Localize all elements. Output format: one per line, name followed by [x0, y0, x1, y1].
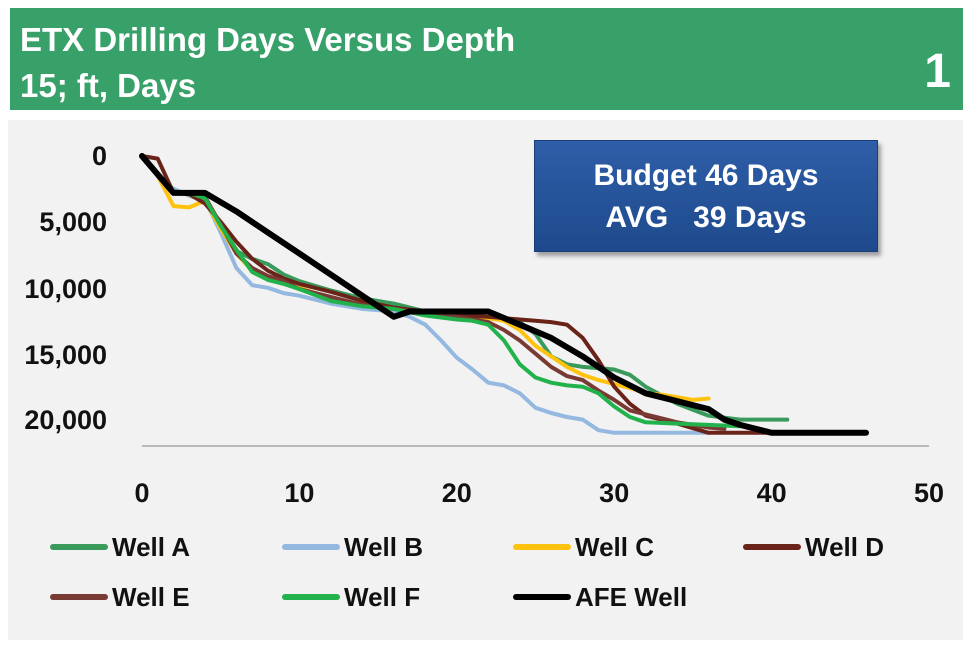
legend-item-well-c: Well C	[513, 529, 654, 565]
series-line-well-b	[140, 154, 711, 435]
average-line: AVG 39 Days	[605, 201, 807, 234]
axes-layer: 0 10 20 30 40 50 0 5,000 10,000 15,000 20,000	[24, 141, 944, 508]
chart-title: ETX Drilling Days Versus Depth	[20, 21, 516, 58]
legend-label: Well B	[344, 531, 423, 562]
header-banner: ETX Drilling Days Versus Depth 15; ft, D…	[10, 8, 963, 110]
x-tick-label: 20	[442, 478, 472, 508]
legend-swatch	[513, 544, 571, 550]
legend-item-afe-well: AFE Well	[513, 579, 687, 615]
legend-swatch	[743, 544, 801, 550]
legend-swatch	[50, 594, 108, 600]
budget-summary-box: Budget 46 Days AVG 39 Days	[534, 140, 878, 252]
x-tick-label: 10	[284, 478, 314, 508]
legend-swatch	[282, 594, 340, 600]
x-tick-label: 50	[914, 478, 944, 508]
legend-item-well-e: Well E	[50, 579, 190, 615]
budget-line: Budget 46 Days	[593, 159, 819, 192]
chart-subtitle: 15; ft, Days	[20, 67, 197, 104]
legend-label: Well F	[344, 581, 421, 612]
legend-label: AFE Well	[575, 581, 688, 612]
legend-label: Well E	[112, 581, 190, 612]
series-line-well-f	[140, 154, 743, 429]
legend-item-well-d: Well D	[743, 529, 884, 565]
y-tick-label: 15,000	[24, 340, 107, 370]
legend-label: Well C	[575, 531, 654, 562]
legend-swatch	[513, 594, 571, 600]
series-layer	[139, 153, 869, 436]
legend-label: Well A	[112, 531, 191, 562]
y-tick-label: 5,000	[39, 207, 107, 237]
legend-swatch	[50, 544, 108, 550]
x-tick-label: 0	[134, 478, 149, 508]
legend-item-well-a: Well A	[50, 529, 190, 565]
y-tick-label: 0	[92, 141, 107, 171]
legend-label: Well D	[805, 531, 884, 562]
legend-swatch	[282, 544, 340, 550]
slide-number: 1	[924, 45, 951, 98]
x-tick-label: 30	[599, 478, 629, 508]
legend-item-well-f: Well F	[282, 579, 420, 615]
legend-item-well-b: Well B	[282, 529, 423, 565]
y-tick-label: 20,000	[24, 405, 107, 435]
series-line-afe-well	[139, 153, 869, 436]
x-tick-label: 40	[757, 478, 787, 508]
y-tick-label: 10,000	[24, 274, 107, 304]
